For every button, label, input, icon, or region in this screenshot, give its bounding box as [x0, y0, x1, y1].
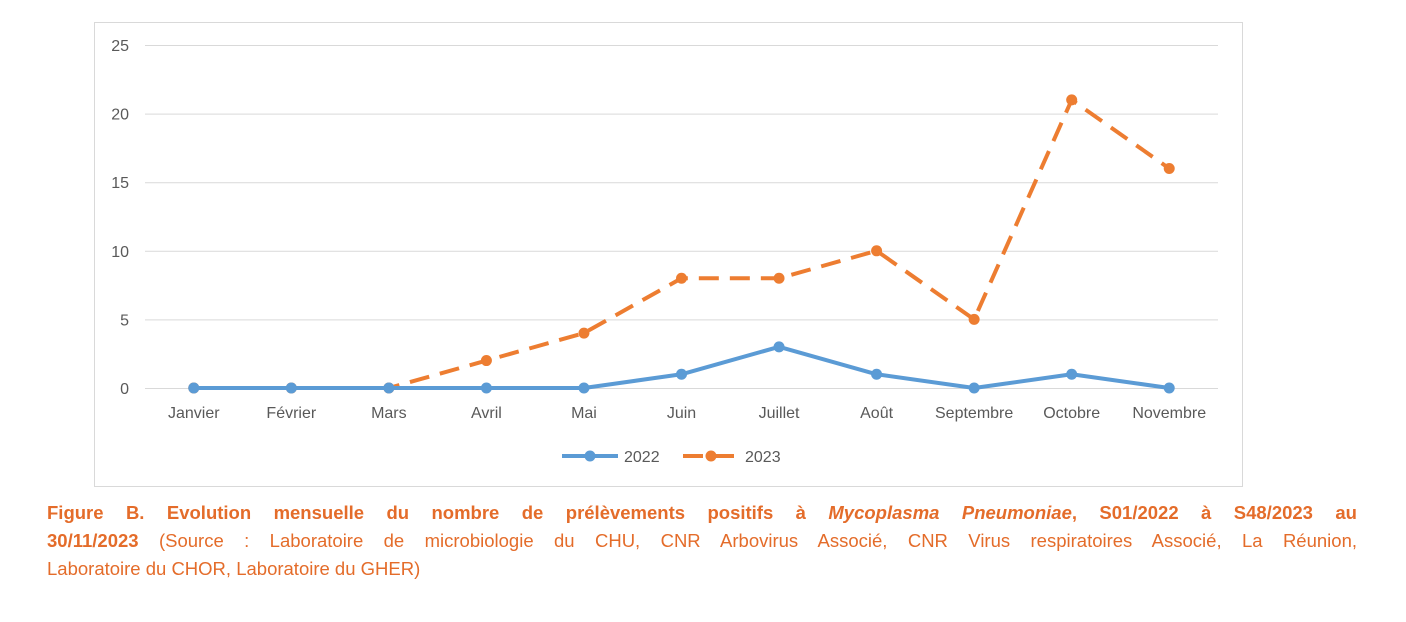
data-point-2022: [676, 368, 687, 380]
x-tick-label: Février: [266, 405, 316, 422]
x-tick-label: Juin: [667, 405, 696, 422]
data-point-2022: [285, 382, 297, 394]
caption-source: (Source : Laboratoire de microbiologie d…: [138, 530, 1357, 551]
caption-title: Figure B. Evolution mensuelle du nombre …: [47, 502, 829, 523]
caption-date: 30/11/2023: [47, 530, 139, 551]
y-tick-label: 25: [111, 38, 129, 55]
legend-label: 2023: [745, 449, 781, 466]
x-tick-label: Mai: [571, 405, 597, 422]
data-point-2022: [1066, 368, 1078, 380]
chart-frame: [94, 22, 1243, 487]
legend-label: 2022: [624, 449, 660, 466]
caption-species: Mycoplasma Pneumoniae: [828, 502, 1072, 523]
caption-line-2: 30/11/2023 (Source : Laboratoire de micr…: [47, 527, 1357, 555]
data-point-2022: [871, 368, 883, 380]
data-point-2023: [968, 313, 980, 325]
y-tick-label: 0: [120, 381, 129, 398]
data-point-2022: [773, 341, 785, 353]
data-point-2022: [1163, 382, 1175, 394]
caption-line-3: Laboratoire du CHOR, Laboratoire du GHER…: [47, 555, 1357, 583]
x-tick-label: Avril: [471, 405, 502, 422]
caption-line-1: Figure B. Evolution mensuelle du nombre …: [47, 499, 1357, 527]
x-tick-label: Octobre: [1043, 405, 1100, 422]
legend-marker-2023: [705, 450, 717, 462]
caption-period: , S01/2022 à S48/2023 au: [1071, 502, 1357, 523]
y-tick-label: 15: [111, 175, 129, 192]
data-point-2023: [773, 272, 785, 284]
y-tick-label: 10: [111, 244, 129, 261]
x-tick-label: Janvier: [168, 405, 220, 422]
data-point-2022: [188, 382, 200, 394]
data-point-2023: [676, 272, 687, 284]
data-point-2023: [480, 355, 492, 367]
data-point-2022: [578, 382, 590, 394]
data-point-2023: [871, 245, 883, 257]
data-point-2022: [383, 382, 395, 394]
legend-marker-2022: [584, 450, 596, 462]
data-point-2023: [1163, 162, 1175, 174]
data-point-2023: [578, 327, 590, 339]
data-point-2023: [1066, 94, 1078, 106]
data-point-2022: [480, 382, 492, 394]
y-tick-label: 20: [111, 107, 129, 124]
x-tick-label: Mars: [371, 405, 407, 422]
line-chart: 0 5 10 15 20 25 Janvier Février Mars Avril Mai Juin…: [94, 22, 1243, 487]
x-tick-label: Juillet: [759, 405, 800, 422]
x-tick-label: Septembre: [935, 405, 1013, 422]
caption-source-end: Laboratoire du CHOR, Laboratoire du GHER…: [47, 558, 421, 579]
x-tick-label: Novembre: [1132, 405, 1206, 422]
x-tick-label: Août: [860, 405, 893, 422]
data-point-2022: [968, 382, 980, 394]
y-tick-label: 5: [120, 312, 129, 329]
